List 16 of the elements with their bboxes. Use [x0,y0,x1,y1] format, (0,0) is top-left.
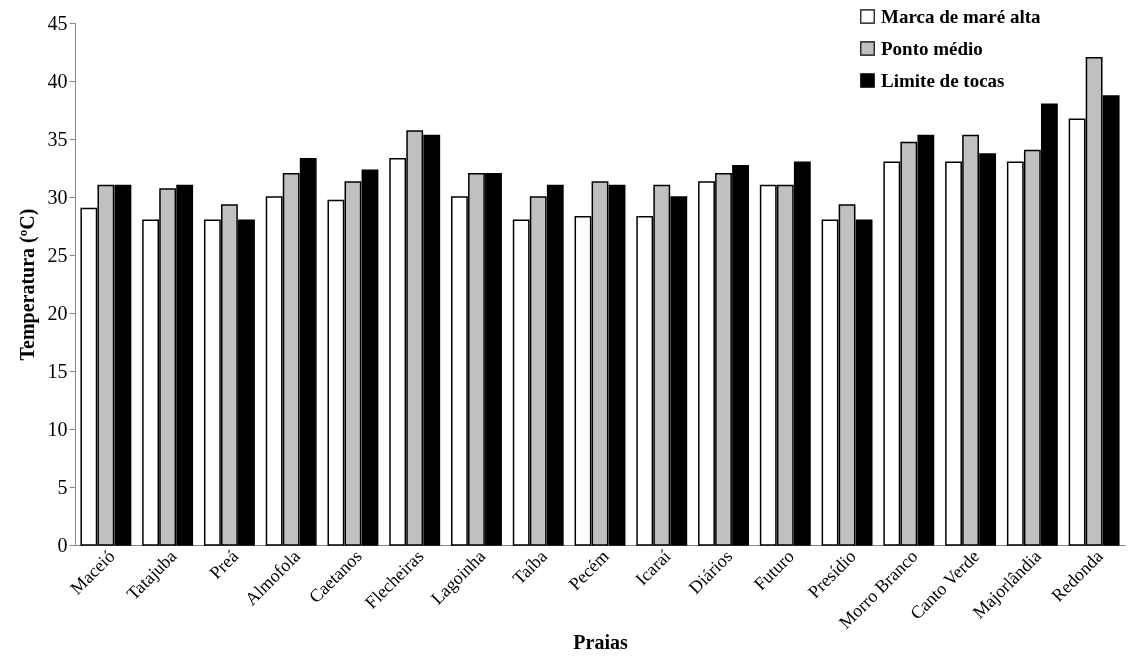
y-tick-label: 10 [47,417,68,440]
y-tick-label: 45 [47,11,68,34]
y-tick-label: 5 [57,475,68,498]
y-axis-title: Temperatura (ºC) [15,208,39,361]
y-tick-label: 25 [47,243,68,266]
legend-label: Ponto médio [881,37,983,59]
x-tick-label: Taíba [508,546,551,589]
legend-label: Limite de tocas [881,69,1005,91]
x-axis-title: Praias [573,630,628,653]
y-tick-label: 35 [47,127,68,150]
y-tick-label: 20 [47,301,68,324]
y-tick-label: 15 [47,359,68,382]
y-tick-label: 40 [47,69,68,92]
y-tick-label: 0 [57,533,68,556]
legend-label: Marca de maré alta [881,5,1042,27]
y-tick-label: 30 [47,185,68,208]
